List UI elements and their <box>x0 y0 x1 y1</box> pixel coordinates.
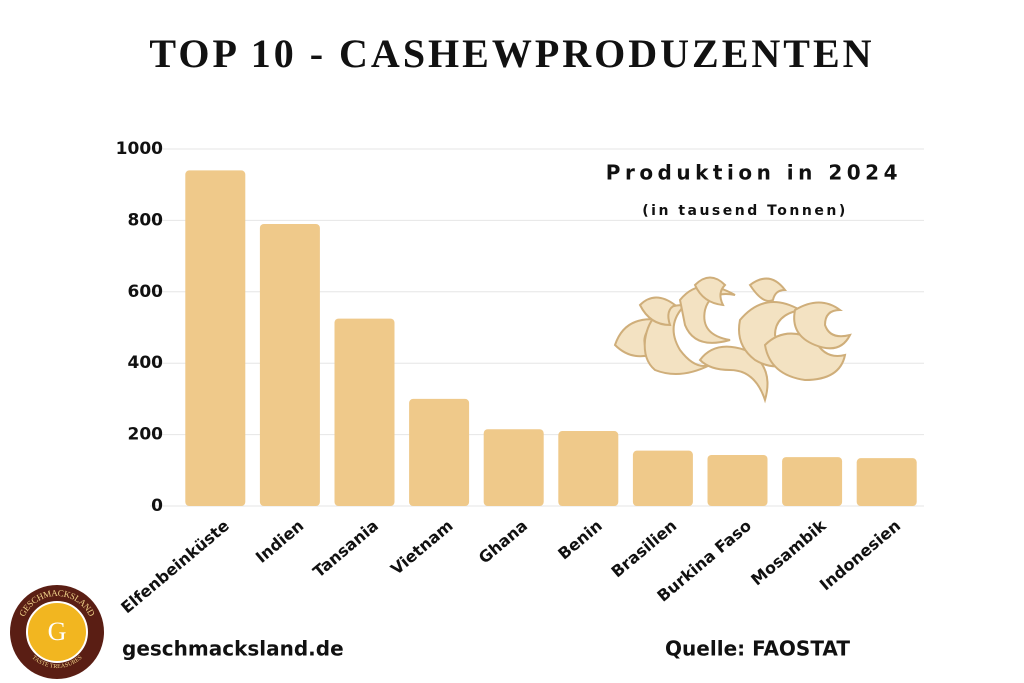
chart-title: TOP 10 - CASHEWPRODUZENTEN <box>149 31 874 76</box>
y-tick-label: 200 <box>128 425 164 445</box>
bar <box>409 398 470 506</box>
bar <box>483 429 544 506</box>
y-tick-label: 400 <box>128 353 164 373</box>
bar <box>782 457 843 506</box>
bar <box>632 450 693 506</box>
bar <box>334 318 395 506</box>
logo-center <box>26 601 88 663</box>
logo-letter: G <box>48 617 67 646</box>
y-tick-label: 0 <box>151 496 163 516</box>
y-tick-label: 1000 <box>116 139 163 159</box>
website: geschmacksland.de <box>122 637 344 661</box>
bar <box>856 458 917 506</box>
bar <box>185 170 246 507</box>
logo: GESCHMACKSLAND TASTE TREASURES G <box>10 585 104 679</box>
unit-note: (in tausend Tonnen) <box>642 203 847 219</box>
bar <box>558 431 619 506</box>
bar <box>259 223 320 506</box>
source: Quelle: FAOSTAT <box>665 637 850 661</box>
cashew-illustration <box>613 276 852 404</box>
chart-subtitle: Produktion in 2024 <box>606 161 902 185</box>
y-tick-label: 800 <box>128 210 164 230</box>
bar <box>707 454 768 506</box>
y-tick-label: 600 <box>128 282 164 302</box>
